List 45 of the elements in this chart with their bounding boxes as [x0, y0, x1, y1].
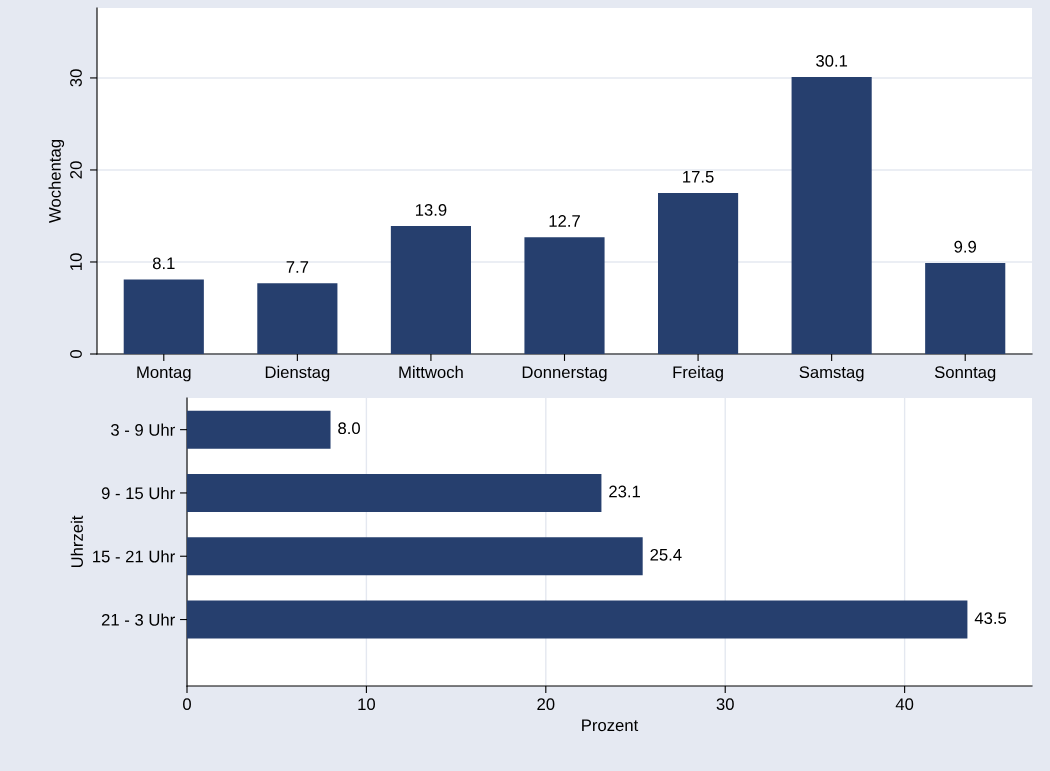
x-tick-label: 30 [716, 698, 734, 711]
y-axis-title: Uhrzeit [70, 515, 83, 568]
x-tick-label: Montag [137, 366, 191, 382]
y-tick-label: 15 - 21 Uhr [93, 550, 175, 563]
y-axis-title: Wochentag [48, 140, 65, 223]
bar [187, 473, 602, 512]
data-label: 8.0 [338, 422, 360, 435]
data-label: 13.9 [415, 204, 447, 216]
y-tick-label: 20 [70, 161, 82, 179]
y-tick-label: 30 [70, 69, 82, 87]
x-tick-label: Freitag [673, 365, 723, 382]
bar [187, 600, 968, 639]
bar [925, 262, 1006, 354]
y-tick-label: 10 [70, 253, 82, 270]
bar [187, 537, 643, 576]
y-tick-label: 3 - 9 Uhr [111, 423, 175, 436]
x-tick-label: Mittwoch [399, 365, 463, 379]
data-label: 23.1 [609, 485, 640, 498]
x-tick-label: 20 [537, 698, 555, 711]
bar [187, 410, 331, 449]
bar [123, 279, 204, 354]
x-tick-label: Samstag [799, 366, 864, 382]
x-tick-label: 10 [358, 698, 376, 711]
x-tick-label: Donnerstag [522, 366, 607, 382]
bar [658, 192, 739, 354]
bar [257, 283, 338, 354]
data-label: 30.1 [816, 54, 848, 67]
data-label: 8.1 [152, 257, 175, 270]
x-tick-label: Sonntag [934, 366, 996, 382]
bar [390, 226, 471, 354]
data-label: 17.5 [683, 171, 714, 183]
data-label: 43.5 [974, 612, 1007, 625]
data-label: 7.7 [286, 261, 309, 273]
y-tick-label: 9 - 15 Uhr [101, 486, 175, 500]
x-tick-label: 0 [183, 698, 191, 711]
x-axis-title: Prozent [582, 719, 639, 732]
data-label: 9.9 [954, 240, 977, 253]
y-tick-label: 21 - 3 Uhr [101, 613, 175, 626]
y-tick-label: 0 [70, 350, 82, 358]
x-tick-label: 40 [895, 698, 914, 711]
data-label: 12.7 [549, 215, 580, 227]
bar [524, 237, 605, 354]
data-label: 25.4 [650, 548, 682, 561]
bar [791, 77, 872, 354]
x-tick-label: Dienstag [265, 365, 330, 382]
